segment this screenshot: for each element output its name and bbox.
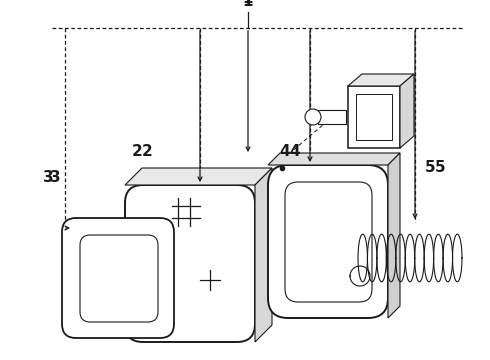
PathPatch shape bbox=[125, 185, 255, 342]
PathPatch shape bbox=[62, 218, 174, 338]
Text: 4: 4 bbox=[280, 144, 290, 159]
PathPatch shape bbox=[80, 235, 158, 322]
Polygon shape bbox=[268, 153, 400, 165]
PathPatch shape bbox=[285, 182, 372, 302]
Text: 3: 3 bbox=[43, 171, 53, 185]
Text: 4: 4 bbox=[290, 144, 300, 159]
Polygon shape bbox=[348, 74, 414, 86]
Text: 5: 5 bbox=[425, 161, 435, 175]
Polygon shape bbox=[255, 168, 272, 342]
Text: 1: 1 bbox=[243, 0, 253, 6]
Polygon shape bbox=[388, 153, 400, 318]
Polygon shape bbox=[348, 86, 400, 148]
PathPatch shape bbox=[268, 165, 388, 318]
Circle shape bbox=[305, 109, 321, 125]
Text: 5: 5 bbox=[435, 161, 445, 175]
Polygon shape bbox=[125, 168, 272, 185]
Text: 2: 2 bbox=[142, 144, 152, 159]
Text: 1: 1 bbox=[243, 0, 253, 9]
Bar bbox=[318, 110, 346, 124]
Bar bbox=[356, 94, 392, 140]
Text: 3: 3 bbox=[49, 171, 60, 185]
Polygon shape bbox=[400, 74, 414, 148]
Text: 2: 2 bbox=[132, 144, 143, 159]
